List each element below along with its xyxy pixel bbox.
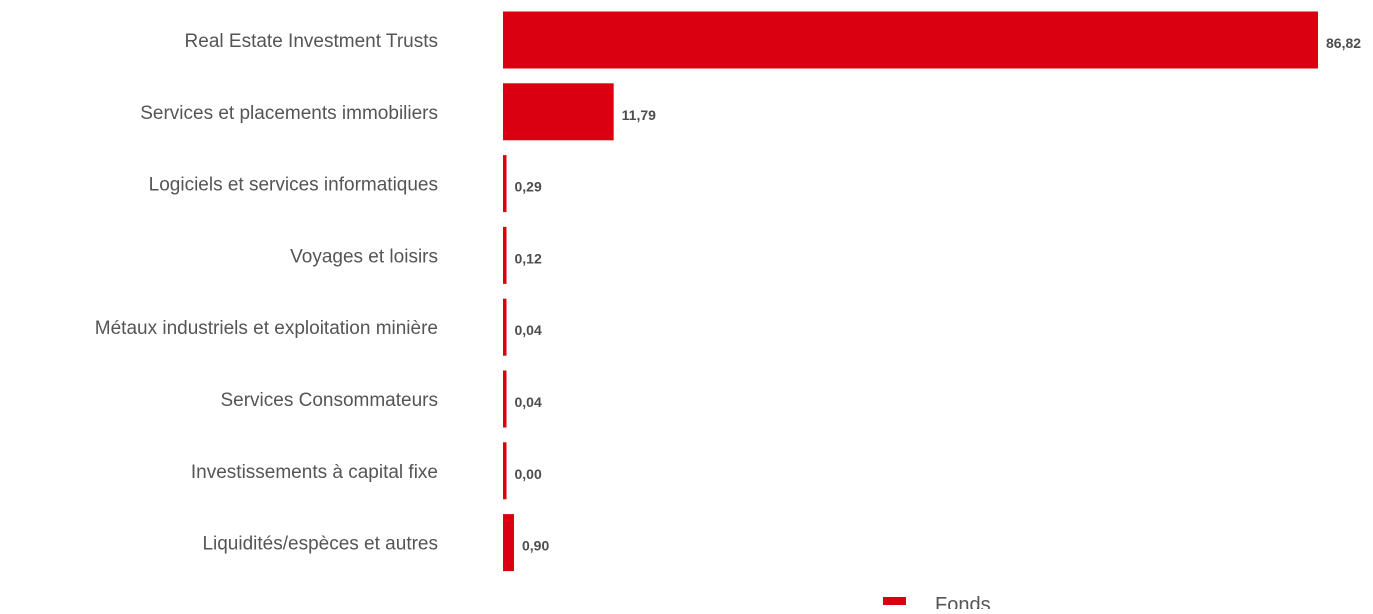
category-label-7: Liquidités/espèces et autres (202, 534, 438, 555)
category-label-4: Métaux industriels et exploitation miniè… (95, 318, 438, 339)
value-label-1: 11,79 (622, 107, 656, 123)
legend: Fonds (883, 594, 991, 614)
bar-7 (503, 514, 514, 572)
value-label-2: 0,29 (515, 179, 542, 195)
bar-4 (503, 298, 507, 356)
category-label-1: Services et placements immobiliers (140, 103, 438, 124)
category-label-0: Real Estate Investment Trusts (185, 31, 438, 52)
category-label-2: Logiciels et services informatiques (149, 175, 438, 196)
legend-swatch (883, 597, 906, 605)
legend-label: Fonds (935, 594, 991, 609)
value-label-3: 0,12 (515, 250, 542, 266)
bar-2 (503, 155, 507, 213)
value-label-4: 0,04 (515, 322, 542, 338)
value-labels: 86,82 11,79 0,29 0,12 0,04 0,04 0,00 0,90 (515, 35, 1362, 554)
category-label-3: Voyages et loisirs (290, 246, 438, 267)
bar-0 (503, 11, 1318, 69)
value-label-6: 0,00 (515, 466, 542, 482)
category-label-5: Services Consommateurs (220, 390, 438, 411)
bar-3 (503, 226, 507, 284)
value-label-7: 0,90 (522, 538, 549, 554)
bars-layer (503, 11, 1318, 572)
value-label-0: 86,82 (1326, 35, 1361, 51)
category-labels: Real Estate Investment Trusts Services et… (95, 31, 438, 555)
category-label-6: Investissements à capital fixe (191, 462, 438, 483)
bar-5 (503, 370, 507, 428)
bar-1 (503, 83, 614, 141)
bar-6 (503, 442, 507, 500)
value-label-5: 0,04 (515, 394, 542, 410)
